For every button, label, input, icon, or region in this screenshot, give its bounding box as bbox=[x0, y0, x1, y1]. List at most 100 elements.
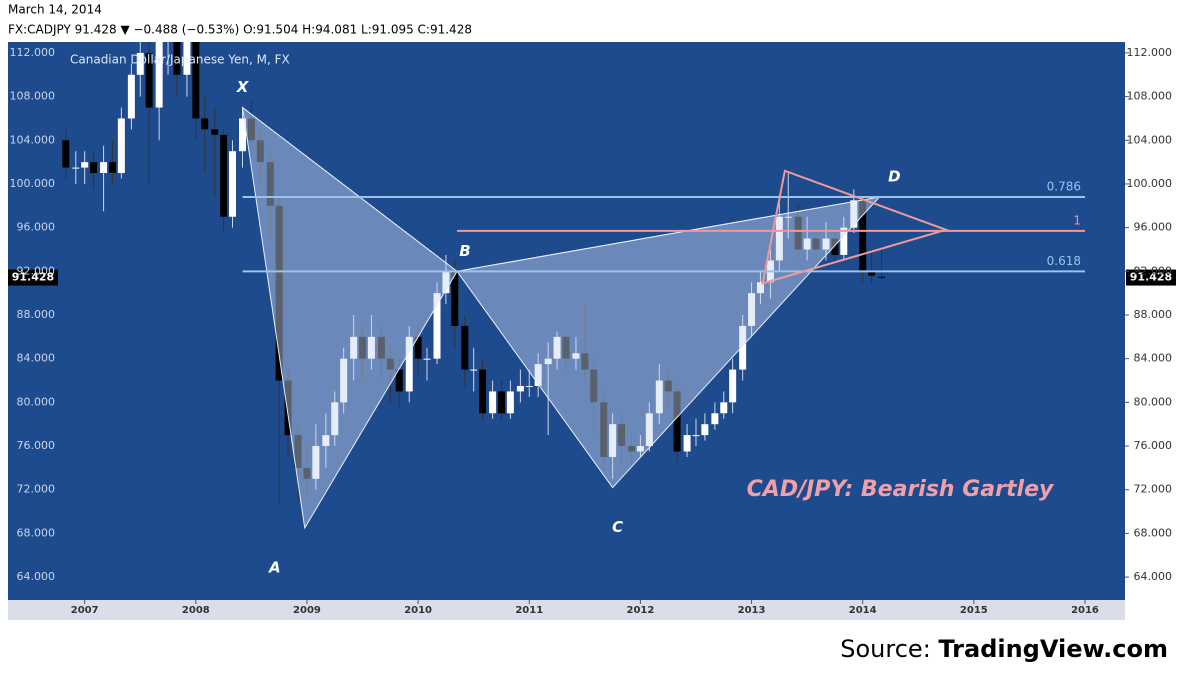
y-tick-label-left: 84.000 bbox=[17, 352, 56, 365]
annotation: CAD/JPY: Bearish Gartley bbox=[747, 477, 1055, 502]
candle-body bbox=[201, 118, 209, 130]
plot-background bbox=[8, 42, 1125, 600]
candle-body bbox=[868, 271, 876, 276]
candle-body bbox=[489, 391, 497, 414]
pattern-bd bbox=[456, 196, 880, 272]
candle-body bbox=[62, 140, 70, 168]
candle-body bbox=[618, 424, 626, 447]
candle-body bbox=[127, 74, 135, 119]
pattern-xab bbox=[241, 106, 458, 530]
quote: FX:CADJPY 91.428 ▼ −0.488 (−0.53%) O:91.… bbox=[8, 23, 472, 37]
y-tick-label-right: 88.000 bbox=[1134, 308, 1173, 321]
candle-body bbox=[81, 162, 89, 168]
pattern-xb bbox=[242, 107, 458, 272]
candle-body bbox=[701, 424, 709, 436]
candle-body bbox=[136, 52, 144, 75]
candle-body bbox=[590, 369, 598, 403]
candle-body bbox=[433, 293, 441, 359]
candle-body bbox=[145, 52, 153, 108]
candle-body bbox=[692, 435, 700, 437]
candle-body bbox=[645, 413, 653, 447]
candle-body bbox=[303, 467, 311, 479]
source-brand: TradingView.com bbox=[938, 635, 1168, 663]
fib-label: 1 bbox=[1073, 213, 1081, 227]
candle-body bbox=[423, 358, 431, 360]
candle-body bbox=[812, 238, 820, 250]
y-tick-label-right: 68.000 bbox=[1134, 526, 1173, 539]
candle-body bbox=[229, 151, 237, 217]
y-tick-label-left: 100.000 bbox=[10, 177, 56, 190]
candle-body bbox=[636, 446, 644, 452]
candle-body bbox=[211, 129, 219, 135]
pattern-label: D bbox=[888, 168, 900, 186]
y-tick-label-left: 92.000 bbox=[17, 264, 56, 277]
y-tick-label-right: 104.000 bbox=[1127, 133, 1173, 146]
candle-body bbox=[553, 336, 561, 359]
candle-body bbox=[108, 162, 116, 174]
y-tick-label-left: 80.000 bbox=[17, 395, 56, 408]
y-tick-label-right: 76.000 bbox=[1134, 439, 1173, 452]
pattern-label: C bbox=[612, 518, 623, 536]
y-tick-label-right: 80.000 bbox=[1134, 395, 1173, 408]
candle-body bbox=[386, 358, 394, 370]
x-tick-label: 2012 bbox=[626, 605, 654, 616]
x-tick-label: 2007 bbox=[71, 605, 99, 616]
y-tick-label-left: 104.000 bbox=[10, 133, 56, 146]
candle-body bbox=[470, 369, 478, 371]
candle-body bbox=[256, 140, 264, 163]
y-tick-label-right: 84.000 bbox=[1134, 352, 1173, 365]
candle-body bbox=[192, 42, 200, 119]
candle-body bbox=[312, 446, 320, 479]
candle-body bbox=[748, 293, 756, 326]
candle-body bbox=[711, 413, 719, 425]
candle-body bbox=[155, 42, 163, 108]
candle-body bbox=[628, 446, 636, 452]
candle-body bbox=[822, 238, 830, 250]
candle-body bbox=[683, 435, 691, 452]
candle-body bbox=[451, 271, 459, 326]
candle-body bbox=[572, 353, 580, 359]
candle-body bbox=[673, 391, 681, 452]
y-tick-label-right: 100.000 bbox=[1127, 177, 1173, 190]
last-price-label: 91.428 bbox=[12, 271, 54, 284]
candle-body bbox=[739, 325, 747, 370]
date: March 14, 2014 bbox=[8, 3, 102, 17]
candle-body bbox=[117, 118, 125, 174]
fib-label: 0.618 bbox=[1047, 254, 1081, 268]
candle-body bbox=[350, 336, 358, 359]
candle-body bbox=[100, 162, 108, 174]
y-tick-label-left: 76.000 bbox=[17, 439, 56, 452]
candle-body bbox=[803, 238, 811, 250]
x-tick-label: 2015 bbox=[960, 605, 988, 616]
candle-body bbox=[609, 424, 617, 457]
candle-body bbox=[534, 364, 542, 386]
triangle bbox=[761, 169, 950, 285]
candle-body bbox=[850, 200, 858, 228]
candle-body bbox=[395, 369, 403, 392]
candle-body bbox=[840, 227, 848, 255]
y-tick-label-left: 112.000 bbox=[10, 46, 56, 59]
candle-body bbox=[239, 118, 247, 152]
last-price-box-right bbox=[1126, 269, 1176, 286]
candle-body bbox=[294, 435, 302, 468]
candle-body bbox=[664, 380, 672, 392]
candle-body bbox=[794, 216, 802, 250]
candle-body bbox=[581, 353, 589, 370]
fib-label: 0.786 bbox=[1047, 180, 1081, 194]
y-tick-label-right: 108.000 bbox=[1127, 90, 1173, 103]
candle-body bbox=[266, 162, 274, 206]
candle-body bbox=[377, 336, 385, 359]
candle-body bbox=[784, 216, 792, 218]
candle-body bbox=[720, 402, 728, 414]
candle-body bbox=[831, 238, 839, 255]
candle-body bbox=[516, 385, 524, 392]
candle-body bbox=[859, 200, 867, 272]
candle-body bbox=[284, 380, 292, 436]
candle-body bbox=[405, 336, 413, 392]
pattern-label: A bbox=[268, 558, 281, 576]
x-tick-label: 2011 bbox=[515, 605, 543, 616]
x-tick-label: 2008 bbox=[182, 605, 210, 616]
candle-body bbox=[525, 385, 533, 387]
candle-body bbox=[562, 336, 570, 359]
